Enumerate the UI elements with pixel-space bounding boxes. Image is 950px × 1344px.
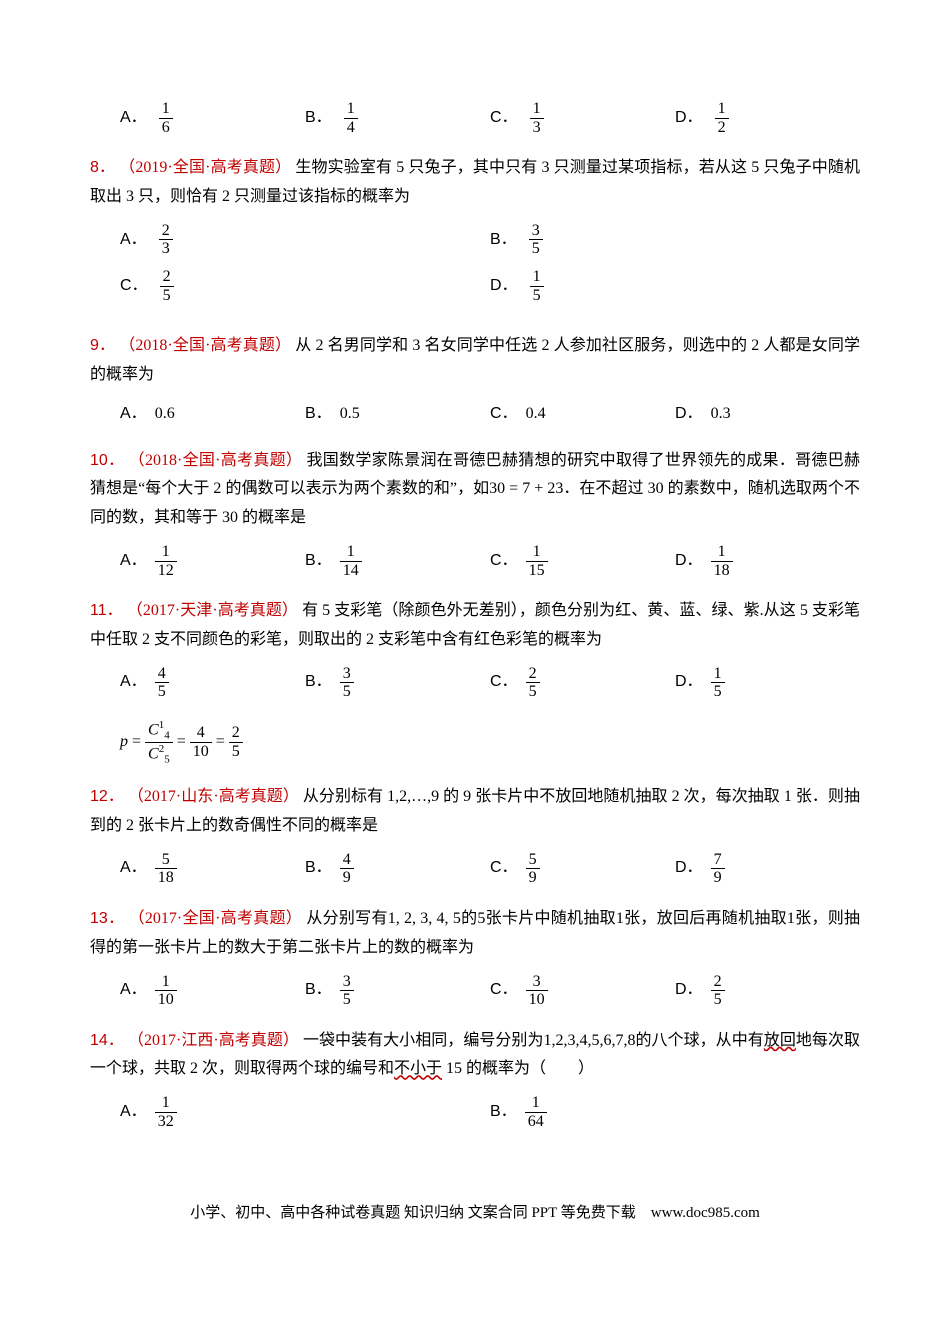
- q11-options: A．45 B．35 C．25 D．15: [120, 665, 860, 701]
- question-source: （2017·山东·高考真题）: [128, 788, 299, 805]
- fraction: 13: [530, 100, 544, 136]
- question-source: （2019·全国·高考真题）: [119, 159, 291, 176]
- option-label: A．: [120, 109, 147, 126]
- question-number: 11．: [90, 602, 123, 619]
- option-C: C．25: [490, 665, 675, 701]
- option-label: D．: [675, 109, 703, 126]
- option-D: D． 15: [490, 268, 860, 304]
- page-footer: 小学、初中、高中各种试卷真题 知识归纳 文案合同 PPT 等免费下载 www.d…: [90, 1200, 860, 1227]
- option-D: D． 12: [675, 100, 860, 136]
- option-B: B．49: [305, 851, 490, 887]
- option-A: A．112: [120, 543, 305, 579]
- q9-options: A．0.6 B．0.5 C．0.4 D．0.3: [120, 400, 860, 429]
- option-C: C． 13: [490, 100, 675, 136]
- fraction: 16: [159, 100, 173, 136]
- option-label: B．: [305, 109, 332, 126]
- option-C: C．310: [490, 973, 675, 1009]
- question-source: （2018·全国·高考真题）: [129, 452, 303, 469]
- option-D: D．0.3: [675, 400, 860, 429]
- question-source: （2017·全国·高考真题）: [129, 910, 302, 927]
- fraction: 12: [715, 100, 729, 136]
- question-source: （2017·天津·高考真题）: [127, 602, 298, 619]
- q11-stem: 11． （2017·天津·高考真题） 有 5 支彩笔（除颜色外无差别），颜色分别…: [90, 597, 860, 655]
- option-B: B．0.5: [305, 400, 490, 429]
- option-A: A．132: [120, 1094, 490, 1130]
- option-D: D．79: [675, 851, 860, 887]
- option-A: A．110: [120, 973, 305, 1009]
- question-number: 9．: [90, 337, 115, 354]
- option-A: A． 16: [120, 100, 305, 136]
- question-source: （2018·全国·高考真题）: [119, 337, 291, 354]
- option-B: B． 14: [305, 100, 490, 136]
- q10-options: A．112 B．114 C．115 D．118: [120, 543, 860, 579]
- option-B: B．35: [305, 973, 490, 1009]
- question-number: 10．: [90, 452, 124, 469]
- option-A: A． 23: [120, 222, 490, 258]
- question-number: 8．: [90, 159, 115, 176]
- option-D: D．118: [675, 543, 860, 579]
- q12-options: A．518 B．49 C．59 D．79: [120, 851, 860, 887]
- option-A: A．0.6: [120, 400, 305, 429]
- option-C: C．0.4: [490, 400, 675, 429]
- option-A: A．45: [120, 665, 305, 701]
- q7-options: A． 16 B． 14 C． 13 D． 12: [120, 100, 860, 136]
- option-C: C． 25: [120, 268, 490, 304]
- q13-options: A．110 B．35 C．310 D．25: [120, 973, 860, 1009]
- option-D: D．25: [675, 973, 860, 1009]
- option-B: B．164: [490, 1094, 860, 1130]
- q8-options: A． 23 B． 35 C． 25 D． 15: [120, 222, 860, 314]
- q9-stem: 9． （2018·全国·高考真题） 从 2 名男同学和 3 名女同学中任选 2 …: [90, 332, 860, 390]
- option-C: C．59: [490, 851, 675, 887]
- question-number: 14．: [90, 1032, 124, 1049]
- option-C: C．115: [490, 543, 675, 579]
- option-A: A．518: [120, 851, 305, 887]
- option-label: C．: [490, 109, 518, 126]
- option-B: B．35: [305, 665, 490, 701]
- option-B: B．114: [305, 543, 490, 579]
- question-number: 12．: [90, 788, 124, 805]
- q11-formula: p = C14 C25 = 410 = 25: [120, 719, 860, 765]
- q14-options: A．132 B．164: [120, 1094, 860, 1140]
- question-source: （2017·江西·高考真题）: [128, 1032, 299, 1049]
- q10-stem: 10． （2018·全国·高考真题） 我国数学家陈景润在哥德巴赫猜想的研究中取得…: [90, 447, 860, 533]
- q13-stem: 13． （2017·全国·高考真题） 从分别写有1, 2, 3, 4, 5的5张…: [90, 905, 860, 963]
- option-D: D．15: [675, 665, 860, 701]
- q8-stem: 8． （2019·全国·高考真题） 生物实验室有 5 只兔子，其中只有 3 只测…: [90, 154, 860, 212]
- q12-stem: 12． （2017·山东·高考真题） 从分别标有 1,2,…,9 的 9 张卡片…: [90, 783, 860, 841]
- fraction: 14: [344, 100, 358, 136]
- question-number: 13．: [90, 910, 124, 927]
- q14-stem: 14． （2017·江西·高考真题） 一袋中装有大小相同，编号分别为1,2,3,…: [90, 1027, 860, 1085]
- option-B: B． 35: [490, 222, 860, 258]
